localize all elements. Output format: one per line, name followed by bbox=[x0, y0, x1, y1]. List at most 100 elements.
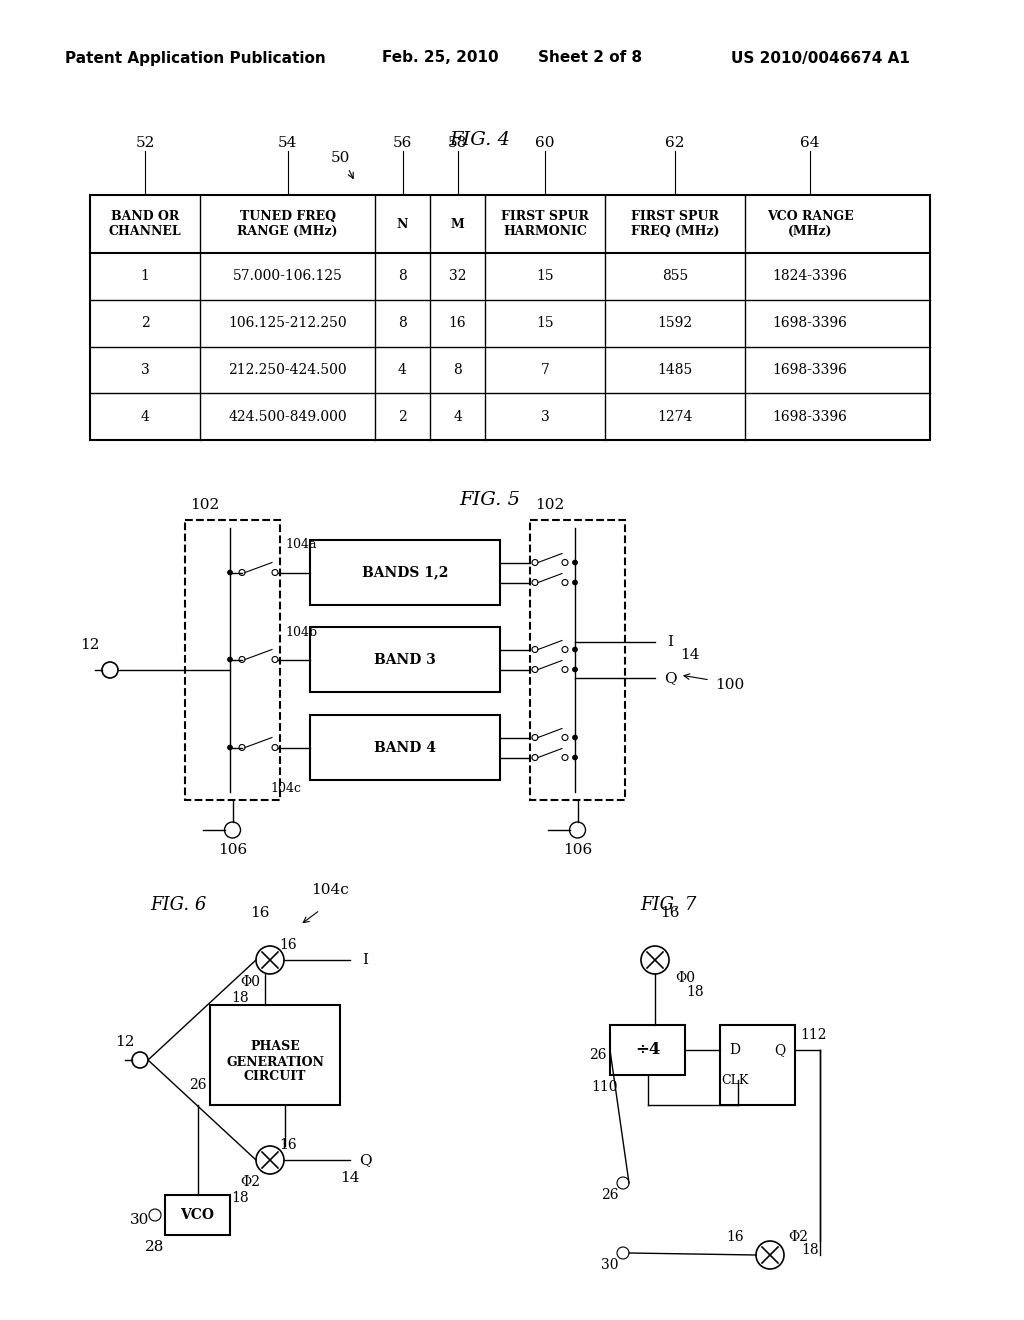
Circle shape bbox=[756, 1241, 784, 1269]
Text: 32: 32 bbox=[449, 269, 466, 284]
Text: 424.500-849.000: 424.500-849.000 bbox=[228, 409, 347, 424]
Circle shape bbox=[532, 560, 538, 565]
Bar bbox=[530, 520, 625, 800]
Text: 15: 15 bbox=[537, 269, 554, 284]
Text: FIG. 7: FIG. 7 bbox=[640, 896, 696, 913]
Text: 1592: 1592 bbox=[657, 315, 692, 330]
Text: 2: 2 bbox=[140, 315, 150, 330]
Text: 106.125-212.250: 106.125-212.250 bbox=[228, 315, 347, 330]
Text: 1824-3396: 1824-3396 bbox=[772, 269, 848, 284]
Circle shape bbox=[562, 647, 568, 652]
Text: 3: 3 bbox=[140, 363, 150, 378]
Text: Q: Q bbox=[358, 1152, 372, 1167]
Text: I: I bbox=[362, 953, 368, 968]
Text: 8: 8 bbox=[454, 363, 462, 378]
Circle shape bbox=[572, 647, 578, 652]
Text: CLK: CLK bbox=[721, 1073, 749, 1086]
Text: 7: 7 bbox=[541, 363, 550, 378]
Circle shape bbox=[272, 569, 278, 576]
Text: 112: 112 bbox=[800, 1028, 826, 1041]
Text: 52: 52 bbox=[135, 136, 155, 150]
Circle shape bbox=[256, 1146, 284, 1173]
Text: Q: Q bbox=[664, 671, 676, 685]
Text: Q: Q bbox=[774, 1043, 785, 1057]
Text: FIG. 4: FIG. 4 bbox=[450, 131, 511, 149]
Text: FIG. 6: FIG. 6 bbox=[150, 896, 207, 913]
Circle shape bbox=[572, 667, 578, 672]
Text: 50: 50 bbox=[331, 150, 349, 165]
Text: 104c: 104c bbox=[270, 781, 301, 795]
Text: Φ2: Φ2 bbox=[240, 1175, 260, 1189]
Circle shape bbox=[562, 579, 568, 586]
Circle shape bbox=[562, 560, 568, 565]
Circle shape bbox=[272, 744, 278, 751]
Text: 104a: 104a bbox=[285, 539, 316, 552]
Text: BAND 4: BAND 4 bbox=[374, 741, 436, 755]
Bar bbox=[210, 1005, 340, 1105]
Text: 58: 58 bbox=[447, 136, 467, 150]
Text: 104c: 104c bbox=[311, 883, 349, 898]
Text: FIRST SPUR
FREQ (MHz): FIRST SPUR FREQ (MHz) bbox=[631, 210, 719, 238]
Text: 104b: 104b bbox=[285, 626, 317, 639]
Text: 855: 855 bbox=[662, 269, 688, 284]
Text: 16: 16 bbox=[250, 906, 269, 920]
Text: Feb. 25, 2010: Feb. 25, 2010 bbox=[382, 50, 499, 66]
Text: 8: 8 bbox=[398, 269, 407, 284]
Bar bbox=[165, 1195, 230, 1236]
Text: BANDS 1,2: BANDS 1,2 bbox=[361, 565, 449, 579]
Circle shape bbox=[102, 663, 118, 678]
Text: 26: 26 bbox=[601, 1188, 618, 1203]
Text: 26: 26 bbox=[189, 1078, 207, 1092]
Text: Φ0: Φ0 bbox=[675, 972, 695, 985]
Text: 60: 60 bbox=[536, 136, 555, 150]
Text: ÷4: ÷4 bbox=[635, 1041, 660, 1059]
Text: 56: 56 bbox=[393, 136, 413, 150]
Text: 106: 106 bbox=[218, 843, 247, 857]
Circle shape bbox=[227, 570, 232, 576]
Circle shape bbox=[532, 667, 538, 672]
Circle shape bbox=[256, 946, 284, 974]
Text: I: I bbox=[667, 635, 673, 649]
Bar bbox=[610, 1026, 685, 1074]
Bar bbox=[310, 540, 500, 605]
Text: 54: 54 bbox=[278, 136, 297, 150]
Text: TUNED FREQ
RANGE (MHz): TUNED FREQ RANGE (MHz) bbox=[238, 210, 338, 238]
Text: 14: 14 bbox=[340, 1171, 359, 1185]
Text: 212.250-424.500: 212.250-424.500 bbox=[228, 363, 347, 378]
Text: 4: 4 bbox=[140, 409, 150, 424]
Text: 1698-3396: 1698-3396 bbox=[772, 315, 848, 330]
Circle shape bbox=[532, 734, 538, 741]
Circle shape bbox=[227, 657, 232, 663]
Text: Φ2: Φ2 bbox=[788, 1230, 808, 1243]
Text: 1698-3396: 1698-3396 bbox=[772, 363, 848, 378]
Circle shape bbox=[532, 755, 538, 760]
Circle shape bbox=[532, 647, 538, 652]
Text: BAND OR
CHANNEL: BAND OR CHANNEL bbox=[109, 210, 181, 238]
Text: 62: 62 bbox=[666, 136, 685, 150]
Circle shape bbox=[617, 1247, 629, 1259]
Bar bbox=[185, 520, 280, 800]
Text: Φ0: Φ0 bbox=[240, 975, 260, 989]
Text: VCO RANGE
(MHz): VCO RANGE (MHz) bbox=[767, 210, 853, 238]
Text: 18: 18 bbox=[801, 1243, 819, 1257]
Circle shape bbox=[572, 755, 578, 760]
Text: 2: 2 bbox=[398, 409, 407, 424]
Text: 12: 12 bbox=[80, 638, 99, 652]
Text: Sheet 2 of 8: Sheet 2 of 8 bbox=[538, 50, 642, 66]
Circle shape bbox=[224, 822, 241, 838]
Circle shape bbox=[562, 734, 568, 741]
Bar bbox=[310, 627, 500, 692]
Circle shape bbox=[572, 579, 578, 585]
Text: 26: 26 bbox=[589, 1048, 607, 1063]
Circle shape bbox=[569, 822, 586, 838]
Circle shape bbox=[239, 569, 245, 576]
Text: 8: 8 bbox=[398, 315, 407, 330]
Text: 1698-3396: 1698-3396 bbox=[772, 409, 848, 424]
Text: 106: 106 bbox=[563, 843, 592, 857]
Circle shape bbox=[617, 1177, 629, 1189]
Text: 110: 110 bbox=[592, 1080, 618, 1094]
Text: 16: 16 bbox=[280, 1138, 297, 1152]
Text: 64: 64 bbox=[800, 136, 820, 150]
Circle shape bbox=[532, 579, 538, 586]
Text: 30: 30 bbox=[130, 1213, 150, 1228]
